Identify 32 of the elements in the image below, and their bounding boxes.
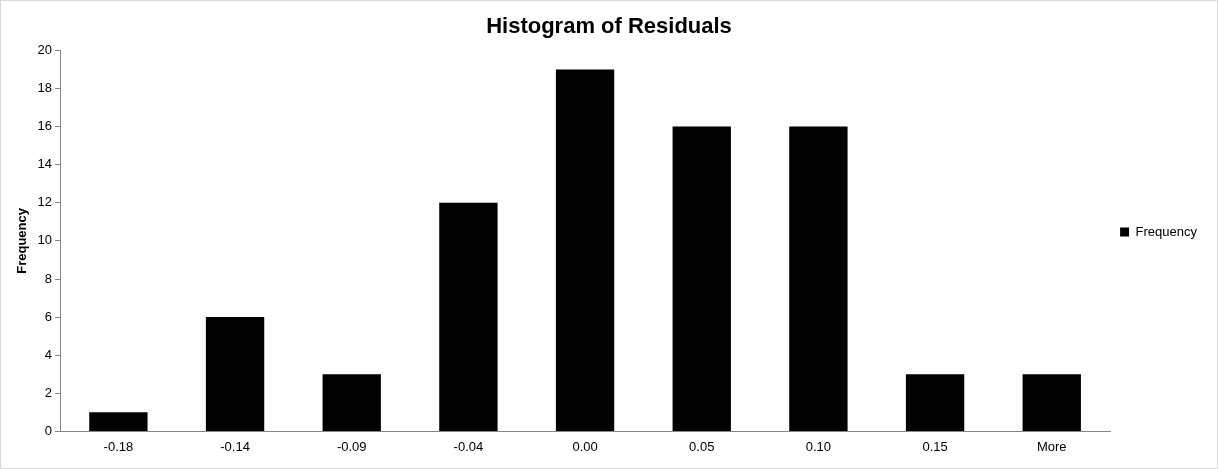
bar [905, 374, 965, 431]
y-axis-title: Frequency [14, 207, 30, 274]
y-tick-label: 0 [44, 422, 53, 438]
y-tick-label: 18 [37, 80, 53, 96]
y-tick-label: 20 [37, 41, 53, 57]
x-tick-label: More [1036, 438, 1067, 454]
bar [789, 126, 848, 431]
y-tick-label: 2 [44, 384, 53, 400]
bar [205, 317, 265, 431]
x-tick-label: -0.18 [103, 438, 134, 454]
bar [555, 69, 615, 431]
x-tick-label: 0.05 [689, 438, 715, 454]
y-tick-label: 10 [37, 232, 53, 248]
x-tick-label: -0.14 [220, 438, 250, 454]
x-tick-label: 0.00 [572, 438, 598, 454]
y-tick-label: 14 [37, 156, 53, 172]
x-tick-label: -0.04 [453, 438, 484, 454]
y-tick-label: 16 [37, 118, 53, 134]
bar [322, 374, 381, 431]
y-tick-label: 8 [44, 270, 53, 286]
bar [1022, 374, 1081, 431]
bar [672, 126, 731, 431]
x-tick-label: -0.09 [336, 438, 367, 454]
x-tick-label: 0.15 [922, 438, 948, 454]
bar [89, 412, 148, 431]
y-tick-label: 6 [44, 308, 53, 324]
y-tick-label: 12 [37, 194, 53, 210]
x-tick-label: 0.10 [805, 438, 832, 454]
bar [439, 202, 498, 431]
chart-title: Histogram of Residuals [486, 13, 732, 39]
y-tick-label: 4 [44, 346, 53, 362]
legend-label: Frequency [1135, 223, 1198, 239]
